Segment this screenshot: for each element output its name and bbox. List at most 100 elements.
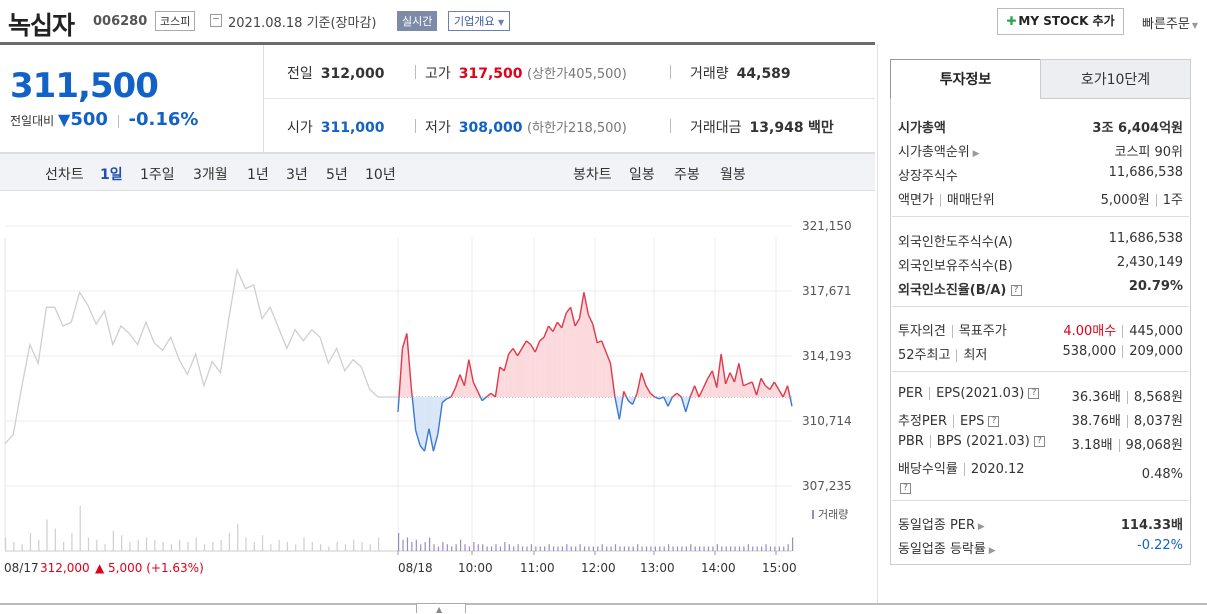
tab-1y[interactable]: 1년: [247, 167, 269, 183]
tab-monthly[interactable]: 월봉: [720, 167, 746, 183]
company-overview-dropdown[interactable]: 기업개요 ▼: [448, 11, 511, 31]
volume-bar: [104, 544, 106, 551]
foreign-limit-value: 11,686,538: [1108, 231, 1183, 246]
line-segment: [547, 325, 554, 333]
volume-bar: [681, 546, 683, 551]
line-segment: [782, 385, 789, 398]
quick-order-dropdown[interactable]: 빠른주문 ▼: [1142, 13, 1198, 32]
per-value: 36.36배: [1071, 390, 1121, 405]
volume-bar: [437, 546, 440, 551]
volume-bar: [424, 542, 426, 551]
volume-bar: [286, 542, 289, 551]
help-icon[interactable]: ?: [1010, 285, 1022, 296]
expand-handle[interactable]: ▲: [416, 603, 466, 614]
volume-bar: [46, 519, 48, 551]
tab-5y[interactable]: 5년: [326, 167, 348, 183]
high-label: 고가: [425, 66, 451, 82]
divider: [670, 65, 671, 79]
industry-change-row[interactable]: 동일업종 등락률 ▶ -0.22%: [898, 538, 1183, 557]
volume-bar: [712, 546, 714, 551]
tab-weekly[interactable]: 주봉: [674, 167, 700, 183]
line-segment: [450, 387, 457, 398]
line-segment: [397, 396, 400, 412]
volume-bar: [650, 546, 652, 551]
help-icon[interactable]: ?: [988, 416, 1000, 427]
area-segment: [535, 340, 540, 397]
volume-bar: [459, 539, 462, 551]
line-segment: [605, 351, 612, 364]
candle-chart-label: 봉차트: [573, 167, 612, 183]
divider: [1122, 325, 1124, 338]
tab-1w[interactable]: 1주일: [140, 167, 175, 183]
volume-label: 거래량: [690, 66, 729, 82]
volume-bar: [278, 539, 280, 551]
divider: [929, 435, 931, 448]
volume-bar: [792, 537, 794, 551]
volume-bar: [378, 537, 380, 551]
volume-bar: [721, 546, 723, 551]
volume-bar: [420, 544, 422, 551]
volume-bar: [303, 537, 305, 551]
line-segment: [428, 428, 435, 452]
volume-bar: [245, 537, 247, 551]
volume-bar: [623, 546, 625, 551]
area-segment: [526, 340, 531, 397]
tab-daily[interactable]: 일봉: [629, 167, 655, 183]
x-tick-label: 15:00: [762, 561, 797, 575]
area-segment: [455, 374, 460, 397]
tab-10y[interactable]: 10년: [365, 167, 396, 183]
line-segment: [561, 312, 567, 329]
volume-bar: [477, 544, 479, 551]
price-chart[interactable]: 321,150 317,671 314,193 310,714 307,235 08/1…: [0, 191, 875, 584]
chevron-down-icon: ▼: [497, 18, 505, 27]
market-cap-label: 시가총액: [898, 121, 946, 136]
base-date: 2021.08.18 기준(장마감): [228, 16, 377, 31]
line-segment: [658, 396, 664, 400]
line-segment: [769, 381, 775, 390]
volume-bar: [561, 546, 563, 551]
volume-bar: [490, 546, 493, 551]
volume-bar: [328, 546, 330, 551]
volume-bar: [778, 546, 780, 551]
y-tick-label: 307,235: [802, 479, 852, 493]
volume-bar: [716, 544, 718, 551]
help-icon[interactable]: ?: [1033, 436, 1045, 447]
help-icon[interactable]: ?: [1028, 388, 1040, 399]
tab-3y[interactable]: 3년: [286, 167, 308, 183]
volume-bar: [87, 537, 90, 551]
industry-per-row[interactable]: 동일업종 PER ▶ 114.33배: [898, 514, 1183, 533]
line-segment: [552, 321, 559, 332]
tab-orderbook[interactable]: 호가10단계: [1040, 59, 1191, 99]
tab-invest-info[interactable]: 투자정보: [890, 59, 1041, 99]
line-segment: [454, 374, 461, 388]
volume-bar: [237, 524, 239, 551]
volume-bar: [162, 542, 164, 551]
help-icon[interactable]: ?: [900, 483, 911, 494]
line-segment: [627, 400, 634, 405]
market-cap-rank-row[interactable]: 시가총액순위 ▶ 코스피 90위: [898, 141, 1183, 160]
volume-bar: [21, 544, 23, 551]
prev-close-stat: 전일 312,000: [287, 63, 385, 83]
divider: [0, 603, 1207, 605]
bps-value: 98,068원: [1125, 438, 1183, 453]
volume-bar: [154, 539, 156, 551]
line-segment: [724, 372, 731, 385]
line-segment: [689, 385, 696, 398]
line-segment: [609, 363, 616, 398]
tab-3m[interactable]: 3개월: [193, 167, 228, 183]
line-segment: [680, 396, 687, 413]
shares-label: 상장주식수: [898, 169, 958, 184]
tab-1d[interactable]: 1일: [100, 167, 123, 183]
pbr-value: 3.18배: [1071, 438, 1113, 453]
chart-grid: [4, 225, 792, 549]
line-segment: [556, 321, 563, 329]
divider: [953, 415, 955, 428]
volume-legend: 거래량: [818, 508, 848, 521]
area-segment: [468, 359, 474, 397]
my-stock-add-button[interactable]: ✚ MY STOCK 추가: [997, 8, 1124, 35]
realtime-button[interactable]: 실시간: [397, 11, 438, 31]
volume-bar: [756, 546, 758, 551]
volume-bar: [54, 528, 56, 551]
volume-bar: [451, 546, 453, 551]
industry-per-label: 동일업종 PER: [898, 518, 976, 533]
